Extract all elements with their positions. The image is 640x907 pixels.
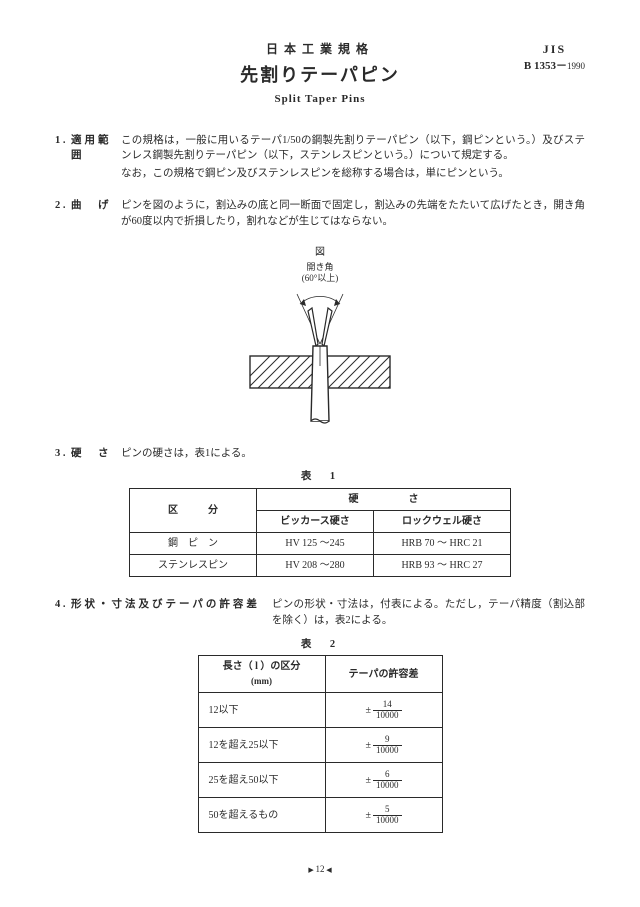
col-tolerance: テーパの許容差 [325, 656, 442, 693]
section-1: 1 . 適用範囲 この規格は，一般に用いるテーパ1/50の鋼製先割りテーパピン（… [55, 133, 585, 184]
table-2-caption: 表 2 [55, 637, 585, 653]
col-rockwell: ロックウェル硬さ [374, 511, 511, 533]
section-number: 1 . [55, 133, 71, 184]
figure-1: 図 開き角 (60°以上) [55, 245, 585, 431]
table-1: 区 分 硬 さ ビッカース硬さ ロックウェル硬さ 鋼 ピ ン HV 125 ～2… [129, 488, 511, 577]
section-number: 3 . [55, 446, 71, 464]
section-2: 2 . 曲 げ ピンを図のように，割込みの底と同一断面で固定し，割込みの先端をた… [55, 198, 585, 232]
table-row: 12を超え25以下±910000 [198, 728, 442, 763]
pin-diagram [230, 286, 410, 426]
table-row: 12以下±1410000 [198, 693, 442, 728]
col-hardness: 硬 さ [257, 489, 511, 511]
table-1-caption: 表 1 [55, 469, 585, 485]
page-number: 12 [55, 863, 585, 877]
section-3: 3 . 硬 さ ピンの硬さは，表1による。 [55, 446, 585, 464]
table-row: 50を超えるもの±510000 [198, 798, 442, 833]
section-body: ピンを図のように，割込みの底と同一断面で固定し，割込みの先端をたたいて広げたとき… [121, 198, 585, 232]
table-row: 鋼 ピ ン HV 125 ～245 HRB 70 ～ HRC 21 [130, 533, 511, 555]
table-2: 長さ（ l ）の区分 (mm) テーパの許容差 12以下±141000012を超… [198, 655, 443, 833]
section-number: 2 . [55, 198, 71, 232]
standard-code: JIS [524, 40, 585, 58]
section-title: 形状・寸法及びテーパの許容差 [71, 597, 260, 631]
col-kubun: 区 分 [130, 489, 257, 533]
section-title: 曲 げ [71, 198, 121, 232]
col-vickers: ビッカース硬さ [257, 511, 374, 533]
section-body: この規格は，一般に用いるテーパ1/50の鋼製先割りテーパピン（以下，鋼ピンという… [121, 133, 585, 184]
standard-org: 日本工業規格 [55, 40, 585, 58]
figure-label: 図 [55, 245, 585, 260]
section-number: 4 . [55, 597, 71, 631]
standard-number: B 1353－1990 [524, 58, 585, 75]
section-body: ピンの形状・寸法は，付表による。ただし，テーパ精度（割込部を除く）は，表2による… [272, 597, 585, 631]
open-angle-label: 開き角 (60°以上) [55, 262, 585, 284]
section-title: 硬 さ [71, 446, 121, 464]
table-row: ステンレスピン HV 208 ～280 HRB 93 ～ HRC 27 [130, 555, 511, 577]
col-length: 長さ（ l ）の区分 (mm) [198, 656, 325, 693]
document-header: 日本工業規格 先割りテーパピン Split Taper Pins JIS B 1… [55, 40, 585, 108]
section-4: 4 . 形状・寸法及びテーパの許容差 ピンの形状・寸法は，付表による。ただし，テ… [55, 597, 585, 631]
section-title: 適用範囲 [71, 133, 121, 184]
section-body: ピンの硬さは，表1による。 [121, 446, 585, 464]
title-en: Split Taper Pins [55, 91, 585, 108]
title-jp: 先割りテーパピン [55, 62, 585, 89]
table-row: 25を超え50以下±610000 [198, 763, 442, 798]
